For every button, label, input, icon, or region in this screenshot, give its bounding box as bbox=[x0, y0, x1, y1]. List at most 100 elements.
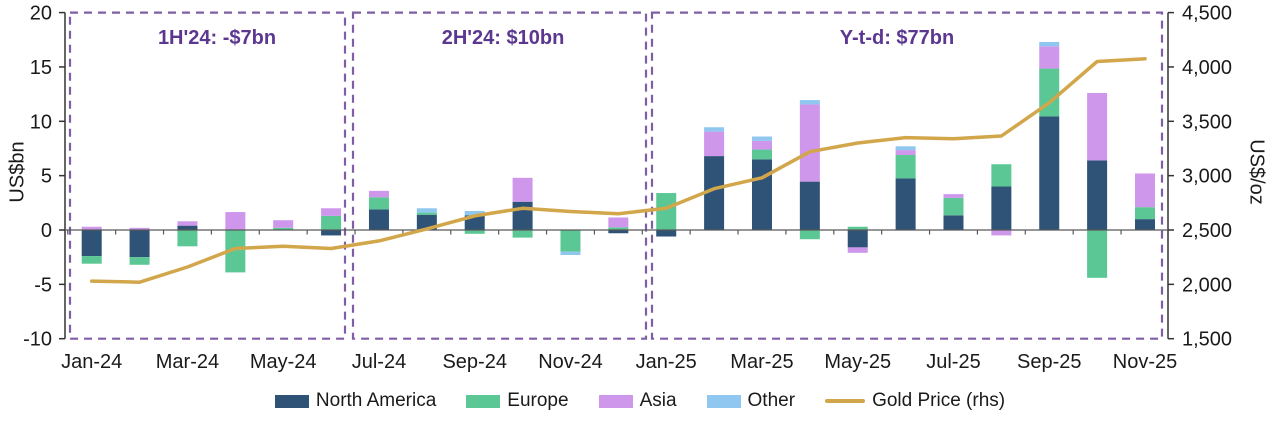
bar-north-america-jun-25 bbox=[895, 178, 916, 230]
bar-north-america-jul-24 bbox=[368, 209, 389, 230]
bar-europe-may-25 bbox=[847, 226, 868, 230]
gold-price-line bbox=[89, 57, 1147, 284]
x-axis-tick-label: May-24 bbox=[250, 351, 317, 373]
bar-asia-nov-25 bbox=[1134, 173, 1155, 208]
bar-north-america-dec-24 bbox=[608, 230, 629, 234]
bar-north-america-feb-24 bbox=[129, 230, 150, 258]
bar-europe-aug-25 bbox=[991, 164, 1012, 187]
bar-other-aug-24 bbox=[416, 208, 437, 213]
legend-item-asia: Asia bbox=[598, 390, 677, 412]
bar-north-america-jan-25 bbox=[656, 230, 677, 237]
bar-north-america-feb-25 bbox=[704, 156, 725, 230]
bar-europe-mar-24 bbox=[177, 230, 198, 247]
right-axis-tick-label: 4,500 bbox=[1182, 3, 1232, 25]
legend-label-gold-price: Gold Price (rhs) bbox=[872, 390, 1006, 411]
right-axis-tick-label: 4,000 bbox=[1182, 57, 1232, 79]
europe-swatch bbox=[466, 394, 501, 408]
bar-europe-oct-25 bbox=[1087, 230, 1108, 278]
annotation-box-1 bbox=[68, 11, 347, 340]
bar-europe-mar-25 bbox=[751, 149, 772, 160]
bar-north-america-jan-24 bbox=[81, 230, 102, 257]
bar-europe-nov-24 bbox=[560, 230, 581, 252]
legend-item-gold-price: Gold Price (rhs) bbox=[825, 390, 1005, 412]
bar-other-sep-25 bbox=[1039, 41, 1060, 47]
left-axis-title: US$bn bbox=[6, 141, 29, 203]
right-axis-tick-label: 2,000 bbox=[1182, 274, 1232, 296]
bar-europe-nov-25 bbox=[1134, 207, 1155, 220]
bar-other-apr-25 bbox=[799, 100, 820, 105]
bar-asia-feb-24 bbox=[129, 227, 150, 230]
bar-asia-apr-24 bbox=[225, 212, 246, 230]
bar-europe-jan-25 bbox=[656, 193, 677, 230]
legend-label-other: Other bbox=[747, 390, 796, 411]
x-axis-tick-label: Mar-24 bbox=[156, 351, 219, 373]
left-axis-tick-label: 10 bbox=[30, 111, 52, 133]
bar-north-america-nov-25 bbox=[1134, 219, 1155, 230]
x-axis-tick-label: Jan-24 bbox=[61, 351, 122, 373]
right-axis-title: US$/oz bbox=[1245, 139, 1268, 205]
left-axis-tick-label: -10 bbox=[23, 329, 52, 351]
bar-europe-feb-24 bbox=[129, 257, 150, 265]
legend-label-asia: Asia bbox=[639, 390, 677, 411]
bar-europe-apr-25 bbox=[799, 230, 820, 240]
bar-asia-dec-24 bbox=[608, 217, 629, 228]
bar-other-jun-25 bbox=[895, 146, 916, 151]
x-axis-tick-label: Sep-24 bbox=[442, 351, 507, 373]
north-america-swatch bbox=[274, 394, 309, 408]
bar-europe-jun-25 bbox=[895, 154, 916, 179]
bar-asia-mar-24 bbox=[177, 221, 198, 226]
bar-europe-jun-24 bbox=[321, 215, 342, 230]
legend-item-other: Other bbox=[706, 390, 796, 412]
annotation-box-2 bbox=[351, 11, 648, 340]
bar-europe-apr-24 bbox=[225, 230, 246, 273]
bar-europe-may-24 bbox=[273, 227, 294, 230]
bar-other-feb-25 bbox=[704, 127, 725, 132]
bar-north-america-apr-25 bbox=[799, 181, 820, 230]
bar-asia-sep-25 bbox=[1039, 46, 1060, 69]
legend-label-europe: Europe bbox=[507, 390, 569, 411]
legend-item-north-america: North America bbox=[274, 390, 437, 412]
bar-asia-jul-24 bbox=[368, 190, 389, 198]
legend-label-north-america: North America bbox=[315, 390, 437, 411]
bar-asia-mar-25 bbox=[751, 140, 772, 150]
bar-asia-feb-25 bbox=[704, 131, 725, 157]
left-axis-tick-label: 20 bbox=[30, 3, 52, 25]
x-axis-tick-label: May-25 bbox=[824, 351, 891, 373]
bar-other-sep-24 bbox=[464, 210, 485, 216]
x-axis-tick-label: Nov-24 bbox=[538, 351, 602, 373]
x-axis-tick-label: Jan-25 bbox=[636, 351, 697, 373]
annotation-ytd: Y-t-d: $77bn bbox=[839, 27, 955, 49]
bar-asia-jun-25 bbox=[895, 150, 916, 155]
bar-asia-aug-25 bbox=[991, 230, 1012, 236]
bar-north-america-may-25 bbox=[847, 230, 868, 248]
x-axis-tick-label: Mar-25 bbox=[730, 351, 793, 373]
left-axis-tick-label: -5 bbox=[34, 274, 52, 296]
x-axis-tick-label: Jul-24 bbox=[352, 351, 406, 373]
annotation-1h24: 1H'24: -$7bn bbox=[157, 27, 277, 49]
bar-europe-sep-24 bbox=[464, 230, 485, 234]
bar-asia-oct-24 bbox=[512, 177, 533, 202]
gold-price-line-swatch bbox=[825, 399, 866, 403]
x-axis-tick-label: Nov-25 bbox=[1113, 351, 1177, 373]
bar-europe-jul-24 bbox=[368, 197, 389, 210]
legend-item-europe: Europe bbox=[466, 390, 569, 412]
bar-asia-jul-25 bbox=[943, 194, 964, 198]
bar-asia-may-25 bbox=[847, 247, 868, 253]
annotation-2h24: 2H'24: $10bn bbox=[441, 27, 565, 49]
bar-asia-jun-24 bbox=[321, 208, 342, 216]
bar-other-nov-24 bbox=[560, 251, 581, 256]
x-axis-tick-label: Jul-25 bbox=[926, 351, 980, 373]
legend: North America Europe Asia Other Gold Pri… bbox=[0, 390, 1280, 412]
bar-north-america-mar-25 bbox=[751, 159, 772, 230]
x-axis-tick-label: Sep-25 bbox=[1017, 351, 1082, 373]
left-axis-tick-label: 0 bbox=[41, 220, 52, 242]
right-axis-tick-label: 3,500 bbox=[1182, 111, 1232, 133]
bar-asia-apr-25 bbox=[799, 104, 820, 182]
bar-north-america-mar-24 bbox=[177, 225, 198, 230]
bar-other-mar-25 bbox=[751, 136, 772, 141]
bar-europe-dec-24 bbox=[608, 227, 629, 230]
bar-north-america-jun-24 bbox=[321, 230, 342, 236]
right-axis-tick-label: 3,000 bbox=[1182, 166, 1232, 188]
bar-north-america-oct-25 bbox=[1087, 160, 1108, 230]
